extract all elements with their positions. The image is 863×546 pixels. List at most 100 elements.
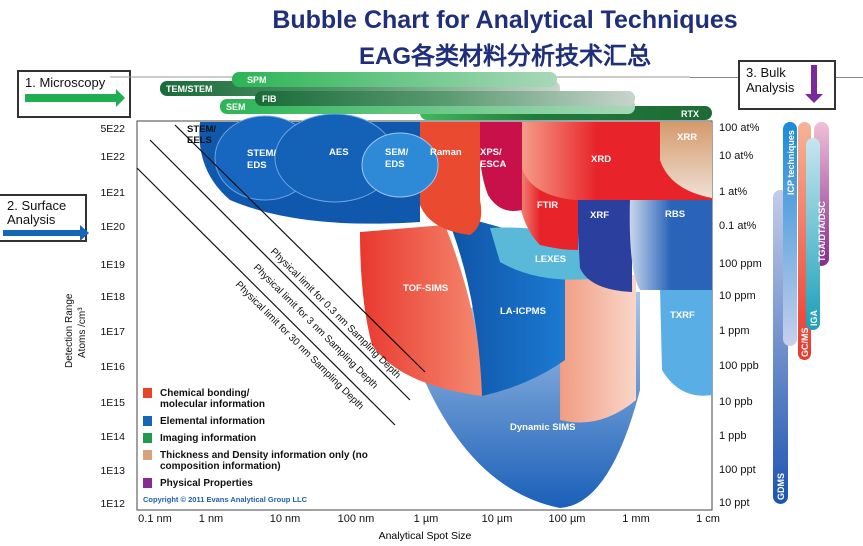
legend-item-chemical: Chemical bonding/ molecular information	[143, 388, 403, 410]
y-right-tick-label: 0.1 at%	[719, 220, 757, 232]
x-tick-label: 100 nm	[337, 513, 375, 525]
arrow-down-icon	[805, 65, 823, 103]
bulk-label: 3. Bulk Analysis	[746, 65, 795, 95]
bar-iga	[806, 138, 820, 330]
y-right-tick-label: 100 ppm	[719, 258, 762, 270]
legend-label: Elemental information	[160, 416, 266, 427]
copyright: Copyright © 2011 Evans Analytical Group …	[143, 495, 308, 504]
x-tick-label: 1 mm	[622, 513, 650, 525]
bubble-xps-esca	[478, 122, 522, 211]
y-tick-label: 1E22	[100, 151, 125, 163]
x-axis-label: Analytical Spot Size	[378, 530, 472, 542]
x-tick-label: 1 µm	[413, 513, 439, 525]
label-la-icpms: LA-ICPMS	[500, 306, 546, 317]
bubble-rbs	[629, 198, 712, 290]
microscopy-label: 1. Microscopy	[25, 75, 106, 90]
x-tick-label: 1 cm	[696, 513, 720, 525]
legend-item-physical: Physical Properties	[143, 478, 403, 489]
label-xrf: XRF	[590, 210, 609, 221]
y-right-tick-label: 10 ppt	[719, 497, 750, 509]
label-raman: Raman	[430, 147, 462, 158]
y-right-tick-label: 10 ppm	[719, 290, 756, 302]
bar-icp	[783, 122, 797, 346]
y-tick-label: 1E18	[100, 291, 125, 303]
label-rbs: RBS	[665, 209, 685, 220]
y-right-tick-label: 100 ppb	[719, 360, 759, 372]
y-right-tick-label: 1 at%	[719, 186, 748, 198]
label-aes: AES	[329, 147, 349, 158]
bubble-xrr	[660, 122, 712, 198]
legend-item-imaging: Imaging information	[143, 433, 403, 444]
label-tga: TGA/DTA/DSC	[817, 201, 827, 262]
label-spm: SPM	[247, 75, 267, 85]
label-ftir: FTIR	[537, 200, 558, 211]
limit-line-30nm	[136, 167, 396, 426]
title-line2: EAG各类材料分析技术汇总	[358, 43, 651, 70]
bubble-la-icpms-shade	[560, 275, 636, 423]
bubble-tof-sims	[360, 225, 482, 396]
label-xps-2: ESCA	[480, 159, 507, 170]
limit-line-3nm	[149, 139, 411, 401]
title-line1: Bubble Chart for Analytical Techniques	[272, 6, 738, 34]
y-right-tick-label: 1 ppb	[719, 430, 747, 442]
x-tick-label: 10 nm	[269, 513, 301, 525]
label-gc-ms: GC/MS	[800, 327, 810, 357]
label-tem-stem: TEM/STEM	[166, 84, 213, 94]
arrow-right-icon	[25, 89, 125, 107]
bubble-xrf	[576, 198, 632, 292]
label-stem-eels-1: STEM/	[187, 124, 216, 135]
legend-swatch	[143, 433, 152, 443]
bulk-callout: 3. Bulk Analysis	[738, 60, 836, 110]
label-dynamic-sims: Dynamic SIMS	[510, 422, 575, 433]
label-xps-1: XPS/	[480, 147, 502, 158]
y-right-tick-label: 100 ppt	[719, 464, 756, 476]
x-tick-label: 0.1 nm	[138, 513, 172, 525]
x-tick-label: 1 nm	[198, 513, 224, 525]
bubble-txrf	[660, 288, 712, 396]
bar-fib	[255, 91, 635, 106]
surface-label: 2. Surface Analysis	[7, 198, 67, 227]
y-right-tick-label: 1 ppm	[719, 325, 750, 337]
y-tick-label: 1E19	[100, 259, 125, 271]
legend-label: Imaging information	[160, 433, 257, 444]
bar-spm	[232, 72, 557, 87]
limit-line-0-3nm	[174, 124, 426, 373]
y-tick-label: 1E17	[100, 326, 125, 338]
label-tof-sims: TOF-SIMS	[403, 283, 448, 294]
legend: Chemical bonding/ molecular information …	[143, 388, 403, 504]
label-stem-eels-2: EELS	[187, 135, 212, 146]
label-fib: FIB	[262, 94, 277, 104]
y-right-tick-label: 100 at%	[719, 122, 760, 134]
y-tick-label: 5E22	[100, 123, 125, 135]
x-tick-label: 10 µm	[481, 513, 513, 525]
legend-swatch	[143, 388, 152, 398]
surface-callout: 2. Surface Analysis	[0, 194, 89, 242]
bubble-sem-eds	[361, 132, 439, 198]
legend-item-elemental: Elemental information	[143, 416, 403, 427]
label-lexes: LEXES	[535, 254, 566, 265]
label-gdms: GDMS	[776, 473, 786, 500]
y-tick-label: 1E12	[100, 498, 125, 510]
label-stem-eds-2: EDS	[247, 160, 267, 171]
y-axis-label-2: Atoms /cm³	[77, 307, 88, 358]
label-xrr: XRR	[677, 132, 697, 143]
y-right-tick-label: 10 ppb	[719, 396, 753, 408]
y-tick-label: 1E14	[100, 431, 125, 443]
label-sem-eds-2: EDS	[385, 159, 405, 170]
microscopy-callout: 1. Microscopy	[17, 70, 131, 118]
y-axis-label-1: Detection Range	[64, 293, 75, 368]
label-sem: SEM	[226, 102, 246, 112]
legend-item-thickness: Thickness and Density information only (…	[143, 450, 403, 472]
x-tick-label: 100 µm	[548, 513, 586, 525]
y-tick-label: 1E15	[100, 397, 125, 409]
label-iga: IGA	[809, 309, 819, 326]
y-tick-label: 1E20	[100, 221, 125, 233]
label-stem-eds-1: STEM/	[247, 148, 276, 159]
label-icp: ICP techniques	[786, 130, 796, 195]
legend-label: Chemical bonding/ molecular information	[160, 388, 266, 410]
y-tick-label: 1E21	[100, 187, 125, 199]
label-rtx: RTX	[681, 109, 699, 119]
legend-label: Thickness and Density information only (…	[160, 450, 368, 472]
legend-swatch	[143, 450, 152, 460]
